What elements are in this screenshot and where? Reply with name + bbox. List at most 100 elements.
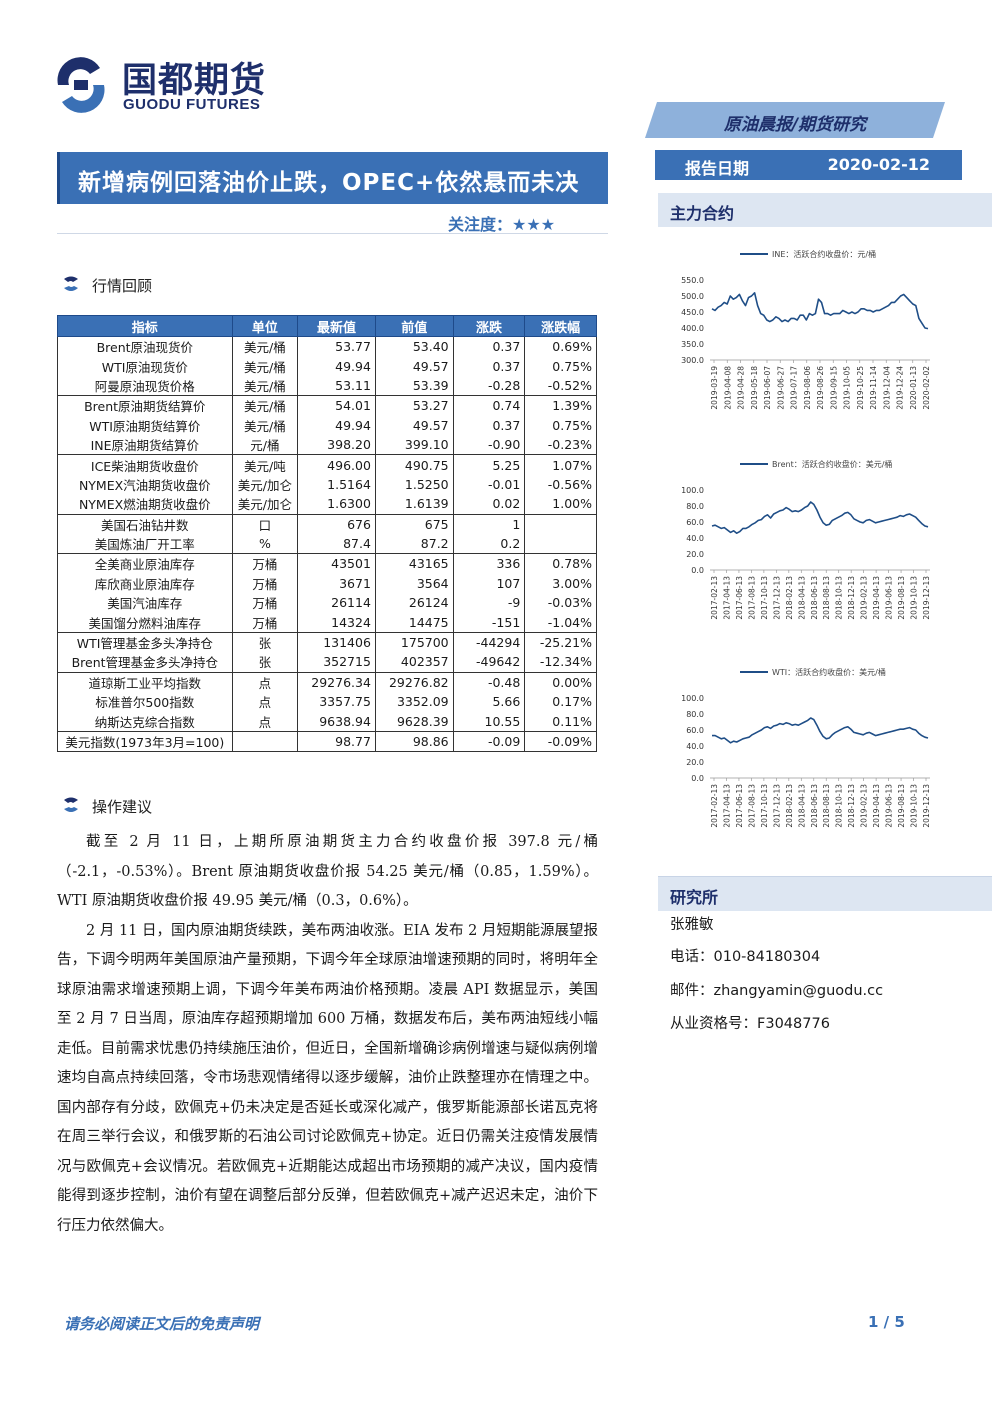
series-line: [711, 501, 929, 534]
cell-unit: 张: [231, 652, 299, 673]
x-tick-label: 2019-11-14: [869, 366, 878, 410]
x-tick-label: 2018-02-13: [785, 576, 794, 620]
cell-change: 0.37: [452, 415, 526, 435]
table-row: 纳斯达克综合指数点 9638.94 9628.39 10.55 0.11%: [57, 711, 597, 732]
table-row: 阿曼原油现货价格 美元/桶 53.11 53.39 -0.28 -0.52%: [57, 375, 597, 396]
cell-indicator: 美国石油钻井数: [57, 513, 233, 534]
line-chart-svg: Brent：活跃合约收盘价：美元/桶 100.0 80.0 60.0 40.0 20.0 0…: [681, 459, 931, 620]
cell-change-pct: [524, 533, 597, 554]
cell-latest: 352715: [297, 652, 376, 673]
advice-title: 操作建议: [92, 798, 153, 816]
x-tick-label: 2019-02-13: [860, 576, 869, 620]
x-tick-label: 2019-10-05: [843, 366, 852, 410]
x-tick-label: 2019-05-18: [750, 366, 759, 410]
cell-latest: 53.11: [297, 375, 376, 396]
cell-change: -0.48: [452, 671, 526, 693]
cell-change: 336: [452, 553, 526, 574]
logo-company-en: GUODU FUTURES: [123, 96, 261, 113]
x-tick-label: 2017-02-13: [710, 576, 719, 620]
cell-change: -0.01: [452, 474, 526, 495]
table-row: Brent原油现货价 美元/桶 53.77 53.40 0.37 0.69%: [57, 336, 597, 357]
table-row: ICE柴油期货收盘价 美元/吨 496.00 490.75 5.25 1.07%: [57, 454, 597, 475]
x-tick-label: 2018-10-13: [835, 784, 844, 828]
x-tick-label: 2017-10-13: [760, 576, 769, 620]
cell-change: 5.66: [452, 692, 526, 712]
cell-prev: 3564: [374, 573, 454, 594]
cell-prev: 49.57: [374, 356, 454, 376]
x-tick-label: 2019-02-13: [860, 784, 869, 828]
y-tick-label: 80.0: [686, 502, 704, 511]
cell-change-pct: 0.11%: [524, 711, 597, 732]
cell-indicator: 纳斯达克综合指数: [57, 711, 233, 732]
x-tick-label: 2019-06-13: [885, 784, 894, 828]
brent-price-chart: Brent：活跃合约收盘价：美元/桶 100.0 80.0 60.0 40.0 20.0 0…: [668, 450, 968, 650]
y-tick-label: 80.0: [686, 710, 704, 719]
cell-prev: 3352.09: [374, 692, 454, 712]
cell-change-pct: -0.56%: [524, 474, 597, 495]
cell-unit: 万桶: [231, 612, 299, 633]
table-row: 美国汽油库存 万桶 26114 26124 -9 -0.03%: [57, 593, 597, 613]
table-row: 美国炼油厂开工率% 87.4 87.2 0.2: [57, 533, 597, 554]
cell-prev: 53.27: [374, 395, 454, 416]
analyst-email[interactable]: 邮件：zhangyamin@guodu.cc: [670, 983, 884, 999]
cell-change: 0.02: [452, 494, 526, 515]
advice-body: 截至 2 月 11 日，上期所原油期货主力合约收盘价报 397.8 元/桶（-2…: [57, 828, 598, 1241]
disclaimer-link[interactable]: 请务必阅读正文后的免责声明: [64, 1315, 260, 1333]
cell-indicator: INE原油期货结算价: [57, 434, 233, 455]
cell-unit: 美元/加仑: [231, 474, 299, 495]
cell-indicator: WTI原油现货价: [57, 356, 233, 376]
cell-change: -151: [452, 612, 526, 633]
cell-change-pct: -25.21%: [524, 631, 597, 653]
main-contract-header: 主力合约: [658, 193, 992, 227]
report-title-bar: 新增病例回落油价止跌，OPEC+依然悬而未决: [57, 152, 608, 204]
x-tick-label: 2018-12-13: [847, 784, 856, 828]
cell-change-pct: 3.00%: [524, 573, 597, 594]
cell-latest: 1.5164: [297, 474, 376, 495]
cell-prev: 53.39: [374, 375, 454, 396]
x-tick-label: 2017-02-13: [710, 784, 719, 828]
x-tick-label: 2020-02-02: [922, 366, 931, 410]
cell-latest: 14324: [297, 612, 376, 633]
cell-change: 0.37: [452, 356, 526, 376]
cell-latest: 131406: [297, 631, 376, 653]
date-label: 报告日期: [685, 159, 750, 178]
cell-unit: 美元/桶: [231, 356, 299, 376]
cell-indicator: 阿曼原油现货价格: [57, 375, 233, 396]
main-contract-title: 主力合约: [670, 204, 735, 223]
analyst-license: 从业资格号：F3048776: [670, 1016, 830, 1032]
cell-change: 10.55: [452, 711, 526, 732]
x-tick-label: 2018-06-13: [810, 784, 819, 828]
title-divider: [57, 233, 608, 234]
section-bullet-icon: [64, 797, 78, 812]
cell-change-pct: -0.52%: [524, 375, 597, 396]
x-tick-label: 2019-08-26: [816, 366, 825, 410]
x-tick-label: 2019-04-13: [872, 784, 881, 828]
date-value: 2020-02-12: [827, 155, 930, 174]
x-tick-label: 2020-01-13: [909, 366, 918, 410]
cell-indicator: NYMEX燃油期货收盘价: [57, 494, 233, 515]
cell-prev: 14475: [374, 612, 454, 633]
section-bullet-icon: [64, 276, 78, 291]
cell-prev: 1.6139: [374, 494, 454, 515]
col-header-indicator: 指标: [57, 315, 233, 337]
y-tick-label: 100.0: [681, 694, 704, 703]
cell-unit: 万桶: [231, 593, 299, 613]
cell-change-pct: 0.00%: [524, 671, 597, 693]
legend-label: Brent：活跃合约收盘价：美元/桶: [772, 459, 892, 469]
x-tick-label: 2019-09-15: [829, 366, 838, 410]
table-row: NYMEX汽油期货收盘价 美元/加仑 1.5164 1.5250 -0.01 -0.56%: [57, 474, 597, 495]
y-tick-label: 350.0: [681, 340, 704, 349]
table-body: Brent原油现货价 美元/桶 53.77 53.40 0.37 0.69% WTI原油现货…: [57, 336, 597, 753]
cell-change-pct: 1.07%: [524, 454, 597, 475]
cell-prev: 87.2: [374, 533, 454, 554]
page-number: 1 / 5: [868, 1313, 905, 1331]
x-tick-label: 2019-06-27: [776, 366, 785, 410]
cell-latest: 54.01: [297, 395, 376, 416]
y-tick-label: 40.0: [686, 534, 704, 543]
cell-latest: 53.77: [297, 336, 376, 357]
y-tick-label: 500.0: [681, 292, 704, 301]
cell-change-pct: -1.04%: [524, 612, 597, 633]
y-tick-label: 0.0: [691, 774, 704, 783]
x-tick-label: 2019-08-06: [803, 366, 812, 410]
y-tick-label: 20.0: [686, 550, 704, 559]
